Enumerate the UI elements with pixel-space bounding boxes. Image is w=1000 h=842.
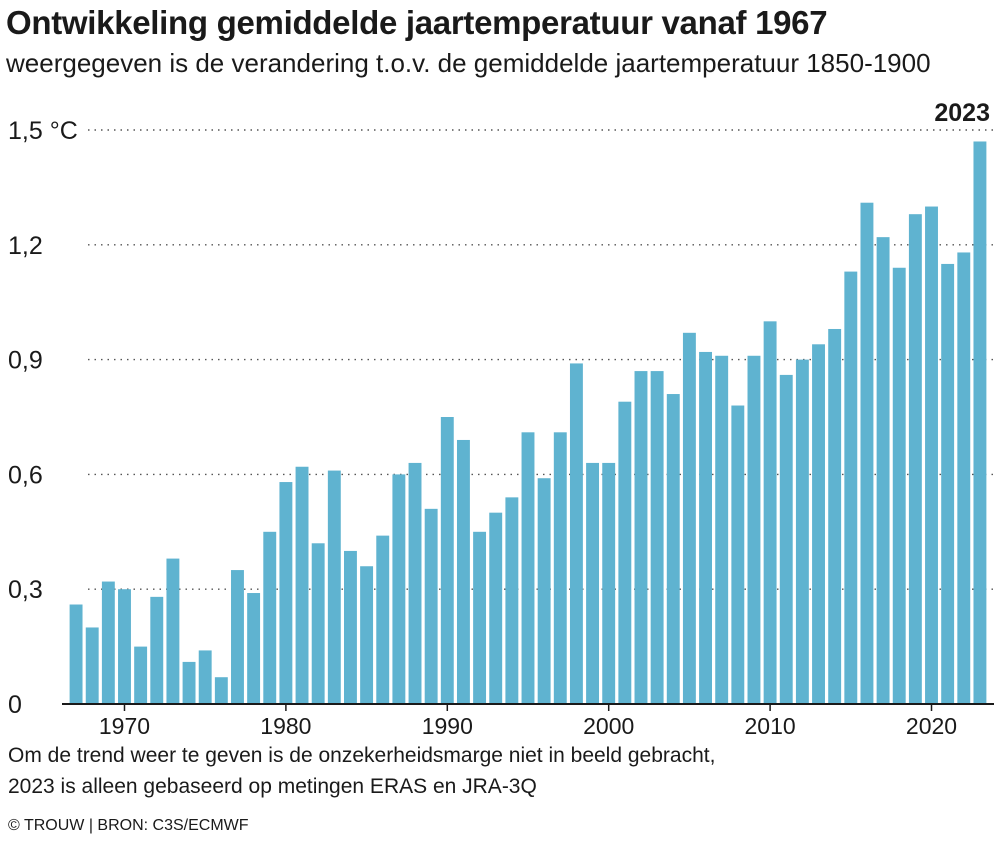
bar-2019: [908, 214, 922, 705]
bar-2008: [731, 405, 745, 704]
source-credit: © TROUW | BRON: C3S/ECMWF: [8, 817, 249, 834]
bar-1994: [505, 497, 519, 704]
bar-1968: [85, 627, 99, 704]
y-tick-label: 0: [8, 691, 22, 719]
bar-1997: [553, 432, 567, 704]
bar-chart: 0 0,3 0,6 0,9 1,2 1,5 °C 1970 1980 1990 2000 2010 2…: [8, 99, 998, 739]
bar-1982: [311, 543, 325, 704]
bar-2010: [763, 321, 777, 704]
bar-2016: [860, 202, 874, 704]
x-tick-label: 1990: [422, 713, 473, 739]
bar-2000: [602, 462, 616, 704]
bar-1987: [392, 474, 406, 704]
bar-2020: [925, 206, 938, 705]
x-tick-label: 2000: [583, 713, 634, 739]
bar-1988: [408, 462, 422, 704]
bar-1972: [150, 596, 164, 704]
bar-2002: [634, 371, 648, 704]
bar-2017: [876, 237, 890, 704]
bar-2018: [892, 267, 906, 704]
bar-2012: [795, 359, 809, 704]
bar-1973: [166, 558, 180, 704]
bar-2003: [650, 371, 664, 704]
bar-2014: [828, 328, 842, 704]
x-tick-label: 2010: [745, 713, 796, 739]
bar-1979: [263, 531, 277, 704]
bar-2001: [618, 401, 632, 704]
bar-1967: [69, 604, 83, 704]
bar-1990: [440, 417, 454, 704]
bar-2009: [747, 355, 761, 704]
bar-1975: [198, 650, 212, 704]
y-tick-label: 0,6: [8, 461, 43, 489]
bar-1998: [569, 363, 583, 704]
bar-1989: [424, 508, 438, 704]
bar-1983: [327, 470, 341, 704]
chart-title: Ontwikkeling gemiddelde jaartemperatuur …: [6, 4, 828, 41]
bar-2023: [973, 141, 987, 705]
bar-1985: [360, 566, 374, 704]
bar-2022: [957, 252, 971, 704]
bar-2011: [779, 374, 793, 704]
bar-2021: [941, 263, 955, 704]
bar-2005: [682, 332, 696, 704]
bar-2015: [844, 271, 858, 704]
chart-subtitle: weergegeven is de verandering t.o.v. de …: [6, 48, 931, 78]
bar-1992: [473, 531, 487, 704]
bar-1996: [537, 478, 551, 704]
highlight-label-2023: 2023: [934, 99, 990, 127]
x-tick-label: 1980: [260, 713, 311, 739]
bar-1999: [586, 462, 600, 704]
bar-1976: [214, 677, 228, 704]
bar-1981: [295, 466, 309, 704]
bar-1991: [456, 439, 470, 704]
bar-1980: [279, 482, 293, 704]
bar-1995: [521, 432, 535, 704]
bar-1993: [489, 512, 503, 704]
bar-1977: [231, 570, 244, 704]
bar-1984: [344, 550, 357, 704]
bar-1974: [182, 661, 196, 704]
bar-1969: [101, 581, 115, 704]
bar-1970: [118, 589, 131, 704]
y-tick-label: 0,9: [8, 347, 43, 375]
y-tick-label: 0,3: [8, 576, 43, 604]
bar-1986: [376, 535, 390, 704]
bar-1978: [247, 593, 261, 704]
footnote-line-2: 2023 is alleen gebaseerd op metingen ERA…: [8, 775, 537, 798]
bar-2013: [812, 344, 825, 704]
bar-2007: [715, 355, 729, 704]
bar-2006: [699, 351, 712, 704]
y-tick-label: 1,5 °C: [8, 117, 78, 145]
bar-2004: [666, 394, 680, 704]
y-tick-label: 1,2: [8, 232, 43, 260]
x-tick-label: 2020: [906, 713, 957, 739]
bar-1971: [134, 646, 148, 704]
x-tick-label: 1970: [99, 713, 150, 739]
footnote-line-1: Om de trend weer te geven is de onzekerh…: [8, 744, 716, 767]
